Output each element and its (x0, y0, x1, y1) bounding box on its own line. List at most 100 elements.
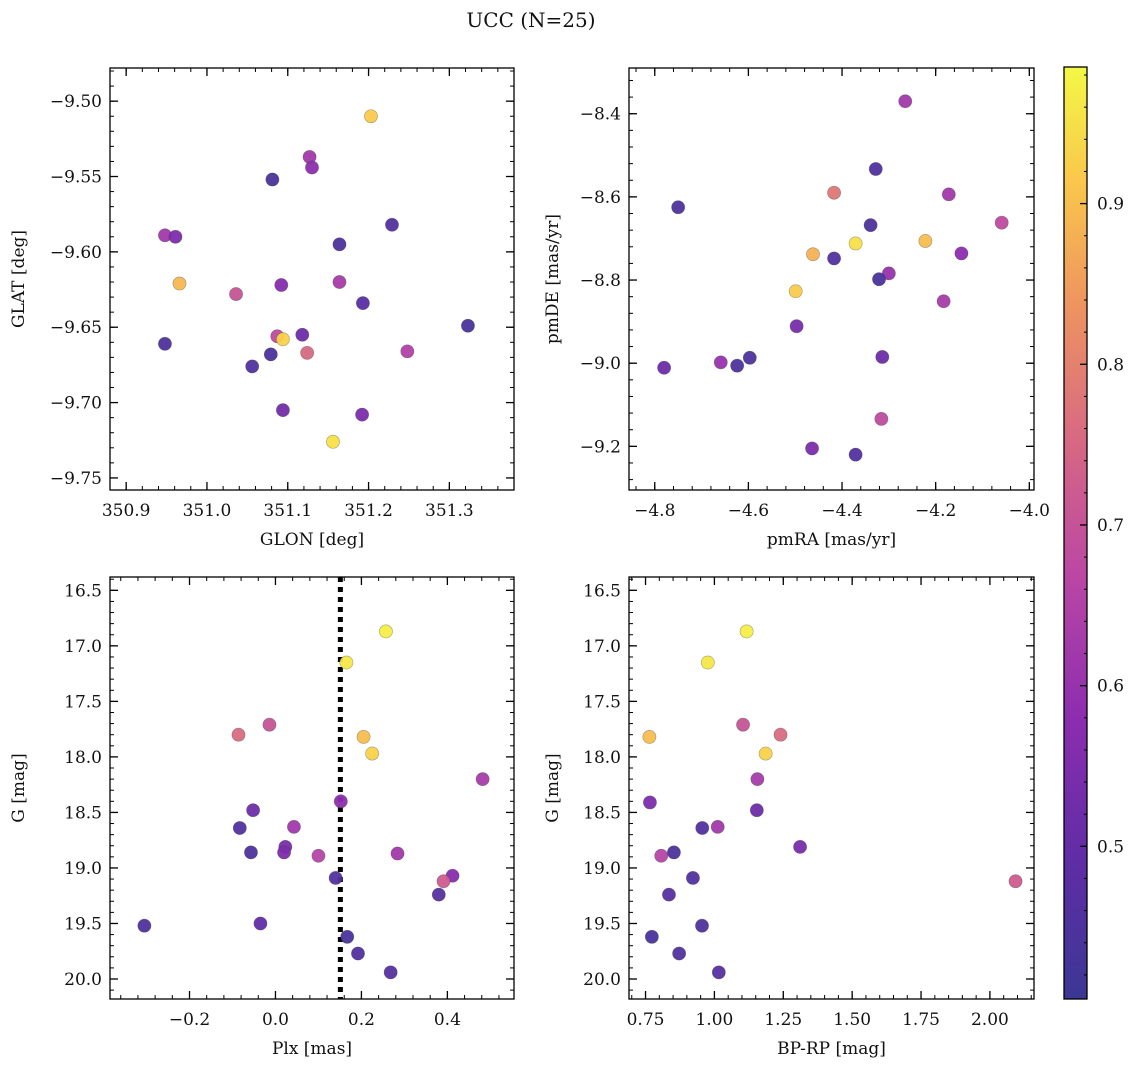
data-point (339, 655, 354, 670)
data-point (881, 266, 896, 281)
data-point (263, 347, 278, 362)
data-point (245, 359, 260, 374)
data-point (276, 403, 290, 418)
data-point (172, 276, 187, 291)
x-tick-label: −4.6 (728, 501, 769, 521)
data-point (1008, 874, 1023, 889)
data-point (332, 237, 347, 252)
panel-1: 350.9 351.0 351.1 351.2 351.3 −9.75 −9.70 −9.65… (9, 67, 515, 550)
data-point (158, 336, 172, 351)
data-point (872, 272, 886, 287)
x-tick-label: 0.4 (434, 1010, 461, 1030)
data-point (383, 965, 398, 980)
y-tick-label: −8.6 (580, 188, 621, 208)
data-point (643, 795, 657, 810)
data-point (941, 187, 956, 202)
y-tick-label: 17.0 (583, 637, 621, 657)
x-tick-label: 1.25 (764, 1010, 802, 1030)
x-tick-label: −4.2 (915, 501, 956, 521)
data-point (662, 887, 676, 902)
data-point (875, 350, 890, 364)
data-point (898, 94, 913, 109)
y-tick-label: 18.5 (64, 803, 102, 823)
x-tick-label: 2.00 (971, 1010, 1009, 1030)
data-point (827, 185, 841, 200)
data-point (385, 217, 399, 232)
x-tick-label: 1.00 (695, 1010, 733, 1030)
data-point (436, 874, 451, 889)
data-point (671, 200, 686, 215)
y-tick-label: −9.50 (50, 92, 102, 112)
panel-3: −0.2 0.0 0.2 0.4 16.5 17.0 17.5 18.0 18.5 19.0 19.… (9, 576, 515, 1059)
y-tick-label: −9.65 (50, 318, 102, 338)
y-axis-label: G [mag] (9, 753, 29, 822)
data-point (356, 296, 370, 311)
data-point (686, 871, 700, 885)
y-tick-label: 18.0 (583, 748, 621, 768)
data-point (730, 358, 745, 373)
data-point (848, 447, 863, 462)
x-tick-label: 0.75 (627, 1010, 665, 1030)
data-point (231, 727, 246, 742)
data-point (742, 350, 757, 365)
data-point (788, 284, 803, 299)
data-point (642, 730, 657, 744)
data-point (328, 871, 343, 885)
y-tick-label: 18.0 (64, 748, 102, 768)
y-tick-label: −9.70 (50, 394, 102, 414)
data-point (806, 247, 820, 262)
data-point (657, 360, 672, 375)
data-point (695, 918, 709, 933)
data-point (710, 819, 725, 834)
axes-frame (628, 576, 1035, 1000)
data-point (287, 819, 301, 834)
data-point (672, 946, 687, 961)
data-point (461, 318, 475, 333)
colorbar: 0.5 0.6 0.7 0.8 0.9 (1063, 66, 1124, 1000)
x-tick-label: −4.4 (821, 501, 862, 521)
colorbar-tick-label: 0.9 (1097, 195, 1124, 215)
x-tick-label: 351.1 (263, 501, 312, 521)
data-point (736, 717, 750, 732)
x-axis-label: Plx [mas] (272, 1039, 352, 1059)
y-tick-label: 17.5 (583, 692, 621, 712)
data-point (295, 327, 310, 342)
data-point (365, 746, 380, 761)
data-point (918, 234, 933, 248)
data-point (232, 821, 247, 835)
data-point (276, 332, 290, 347)
data-point (351, 946, 365, 961)
y-tick-label: 19.5 (583, 914, 621, 934)
data-point (379, 624, 393, 639)
x-tick-label: −0.2 (169, 1010, 210, 1030)
data-point (758, 746, 773, 761)
data-point (644, 929, 659, 944)
y-tick-label: 17.5 (64, 692, 102, 712)
y-axis-label: pmDE [mas/yr] (543, 214, 563, 344)
scatter-panels: 350.9 351.0 351.1 351.2 351.3 −9.75 −9.70 −9.65… (9, 67, 1050, 1059)
data-point (773, 727, 788, 742)
x-tick-label: −4.8 (634, 501, 675, 521)
x-tick-label: 1.50 (833, 1010, 871, 1030)
data-point (326, 434, 340, 449)
data-point (954, 246, 969, 261)
data-point (277, 845, 291, 860)
data-point (253, 916, 268, 931)
data-point (475, 772, 490, 787)
data-point (936, 294, 951, 309)
y-tick-label: −9.75 (50, 469, 102, 489)
data-point (332, 275, 347, 289)
data-point (994, 215, 1009, 230)
data-point (300, 345, 315, 360)
data-point (244, 845, 258, 860)
panel-2: −4.8 −4.6 −4.4 −4.2 −4.0 −9.2 −9.0 −8.8 −8.6 −8.4… (543, 67, 1050, 550)
y-tick-label: −9.60 (50, 243, 102, 263)
data-point (265, 172, 280, 187)
data-point (390, 846, 405, 861)
data-point (311, 848, 326, 863)
data-point (793, 839, 807, 854)
x-tick-label: 350.9 (102, 501, 151, 521)
x-tick-label: 351.3 (425, 501, 474, 521)
figure-title: UCC (N=25) (466, 8, 595, 32)
data-point (749, 803, 764, 818)
